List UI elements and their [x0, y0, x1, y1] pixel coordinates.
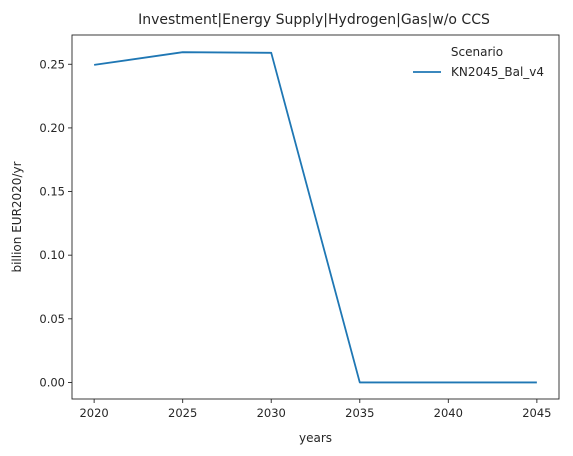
y-axis-label: billion EUR2020/yr — [10, 161, 24, 272]
x-tick-label: 2045 — [522, 406, 551, 420]
x-tick-label: 2030 — [257, 406, 286, 420]
legend: Scenario KN2045_Bal_v4 — [413, 45, 544, 79]
y-axis: 0.00 0.05 0.10 0.15 0.20 0.25 — [39, 57, 72, 389]
x-tick-label: 2025 — [168, 406, 197, 420]
x-tick-label: 2020 — [79, 406, 108, 420]
y-tick-label: 0.15 — [39, 185, 65, 199]
series-layer — [94, 51, 537, 384]
y-tick-label: 0.05 — [39, 312, 65, 326]
y-tick-label: 0.25 — [39, 57, 65, 71]
plot-frame — [71, 34, 560, 400]
y-tick-label: 0.10 — [39, 248, 65, 262]
chart-title: Investment|Energy Supply|Hydrogen|Gas|w/… — [138, 12, 490, 28]
x-tick-label: 2040 — [434, 406, 463, 420]
series-line — [94, 51, 537, 384]
x-axis: 2020 2025 2030 2035 2040 2045 — [79, 399, 552, 420]
y-tick-label: 0.00 — [39, 375, 65, 389]
x-axis-label: years — [299, 431, 332, 445]
x-tick-label: 2035 — [345, 406, 374, 420]
legend-title: Scenario — [451, 45, 503, 59]
legend-entry-label: KN2045_Bal_v4 — [451, 65, 544, 79]
y-tick-label: 0.20 — [39, 121, 65, 135]
